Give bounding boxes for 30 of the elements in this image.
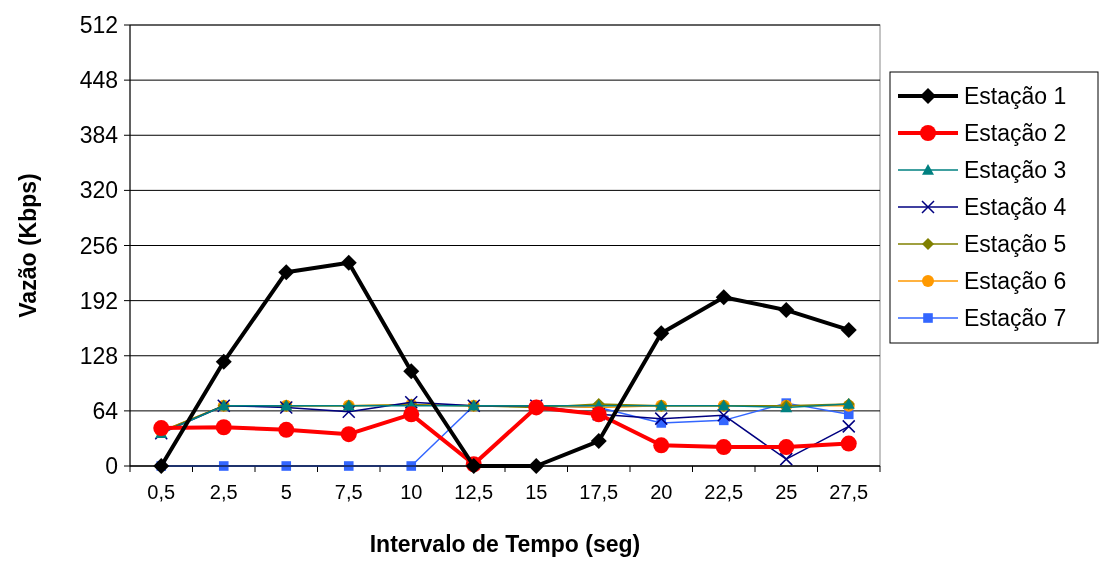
y-tick-label: 128	[79, 342, 118, 369]
y-tick-label: 0	[105, 453, 118, 479]
x-tick-label: 10	[400, 481, 423, 503]
legend-label: Estação 4	[964, 194, 1067, 220]
legend-label: Estação 6	[964, 268, 1067, 294]
y-tick-label: 512	[79, 12, 118, 38]
y-tick-label: 192	[79, 287, 118, 314]
x-tick-label: 22,5	[704, 481, 744, 503]
legend-label: Estação 3	[964, 157, 1067, 183]
x-tick-label: 20	[650, 481, 673, 503]
legend-label: Estação 1	[964, 83, 1067, 109]
y-tick-label: 320	[79, 177, 118, 204]
x-tick-label: 25	[775, 481, 798, 503]
x-tick-label: 2,5	[209, 481, 238, 503]
x-tick-label: 12,5	[454, 481, 494, 503]
x-tick-label: 17,5	[579, 481, 619, 503]
y-tick-label: 448	[79, 67, 118, 94]
x-tick-label: 0,5	[147, 481, 176, 503]
y-tick-label: 256	[79, 232, 118, 259]
x-tick-label: 15	[525, 481, 548, 503]
legend-label: Estação 7	[964, 305, 1067, 331]
y-tick-label: 64	[92, 397, 119, 424]
x-tick-label: 27,5	[829, 481, 869, 503]
x-tick-label: 7,5	[334, 481, 363, 503]
y-axis-title: Vazão (Kbps)	[15, 173, 41, 318]
x-axis-title: Intervalo de Tempo (seg)	[369, 531, 641, 557]
x-tick-label: 5	[280, 481, 292, 503]
y-tick-label: 384	[79, 122, 119, 149]
legend-label: Estação 2	[964, 120, 1067, 146]
legend-label: Estação 5	[964, 231, 1067, 257]
